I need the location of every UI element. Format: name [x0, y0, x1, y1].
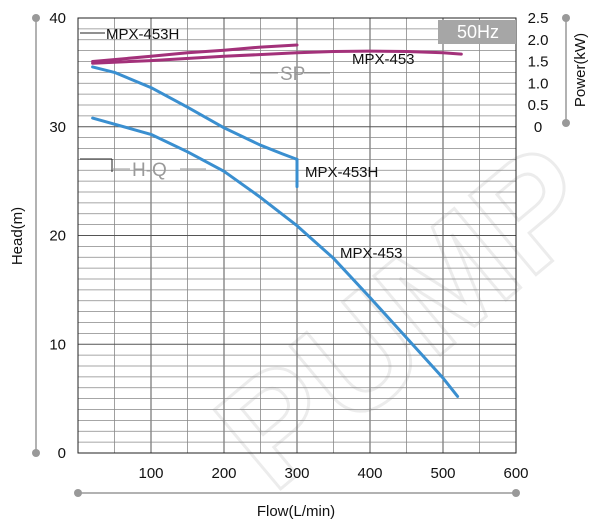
- annotation-sp: SP: [280, 64, 305, 85]
- y2-tick-label: 0: [534, 119, 542, 136]
- x-axis-label: Flow(L/min): [257, 503, 335, 520]
- x-tick-label: 300: [284, 465, 309, 482]
- plot-grid: [78, 18, 516, 453]
- x-tick-label: 400: [357, 465, 382, 482]
- x-tick-label: 100: [138, 465, 163, 482]
- annotation-power-mpx453h: MPX-453H: [106, 26, 179, 43]
- frequency-badge: 50Hz: [457, 22, 499, 42]
- y2-tick-label: 1.5: [528, 54, 549, 71]
- head-curve-0: [91, 65, 299, 161]
- annotation-head-mpx453h: MPX-453H: [305, 164, 378, 181]
- y2-axis-label: Power(kW): [572, 33, 589, 107]
- y-tick-label: 20: [49, 228, 66, 245]
- y-axis-ticks: 0 10 20 30 40: [49, 10, 66, 462]
- y-tick-label: 30: [49, 119, 66, 136]
- y-tick-label: 0: [58, 445, 66, 462]
- y-tick-label: 10: [49, 336, 66, 353]
- x-axis-ticks: 100 200 300 400 500 600: [138, 465, 528, 482]
- annotation-hq: H-Q: [132, 160, 167, 181]
- y2-tick-label: 1.0: [528, 75, 549, 92]
- head-curve-1: [91, 116, 460, 398]
- y-axis-label: Head(m): [9, 207, 26, 265]
- power-curve-2: [91, 43, 299, 63]
- power-curve-3: [91, 49, 463, 65]
- annotation-power-mpx453: MPX-453: [352, 51, 415, 68]
- annotation-head-mpx453: MPX-453: [340, 245, 403, 262]
- y-tick-label: 40: [49, 10, 66, 27]
- y2-tick-label: 0.5: [528, 97, 549, 114]
- x-tick-label: 200: [211, 465, 236, 482]
- plot-frame: [77, 17, 517, 454]
- y2-tick-label: 2.5: [528, 10, 549, 27]
- frequency-badge-box: [438, 20, 516, 44]
- y2-tick-label: 2.0: [528, 32, 549, 49]
- x-tick-label: 500: [430, 465, 455, 482]
- curves-group: [91, 43, 463, 398]
- x-tick-label: 600: [503, 465, 528, 482]
- annotations: MPX-453H MPX-453 SP H-Q MPX-453H MPX-453: [80, 26, 415, 262]
- y2-axis-ticks: 0 0.5 1.0 1.5 2.0 2.5: [528, 10, 549, 136]
- axis-decoration: [32, 14, 570, 497]
